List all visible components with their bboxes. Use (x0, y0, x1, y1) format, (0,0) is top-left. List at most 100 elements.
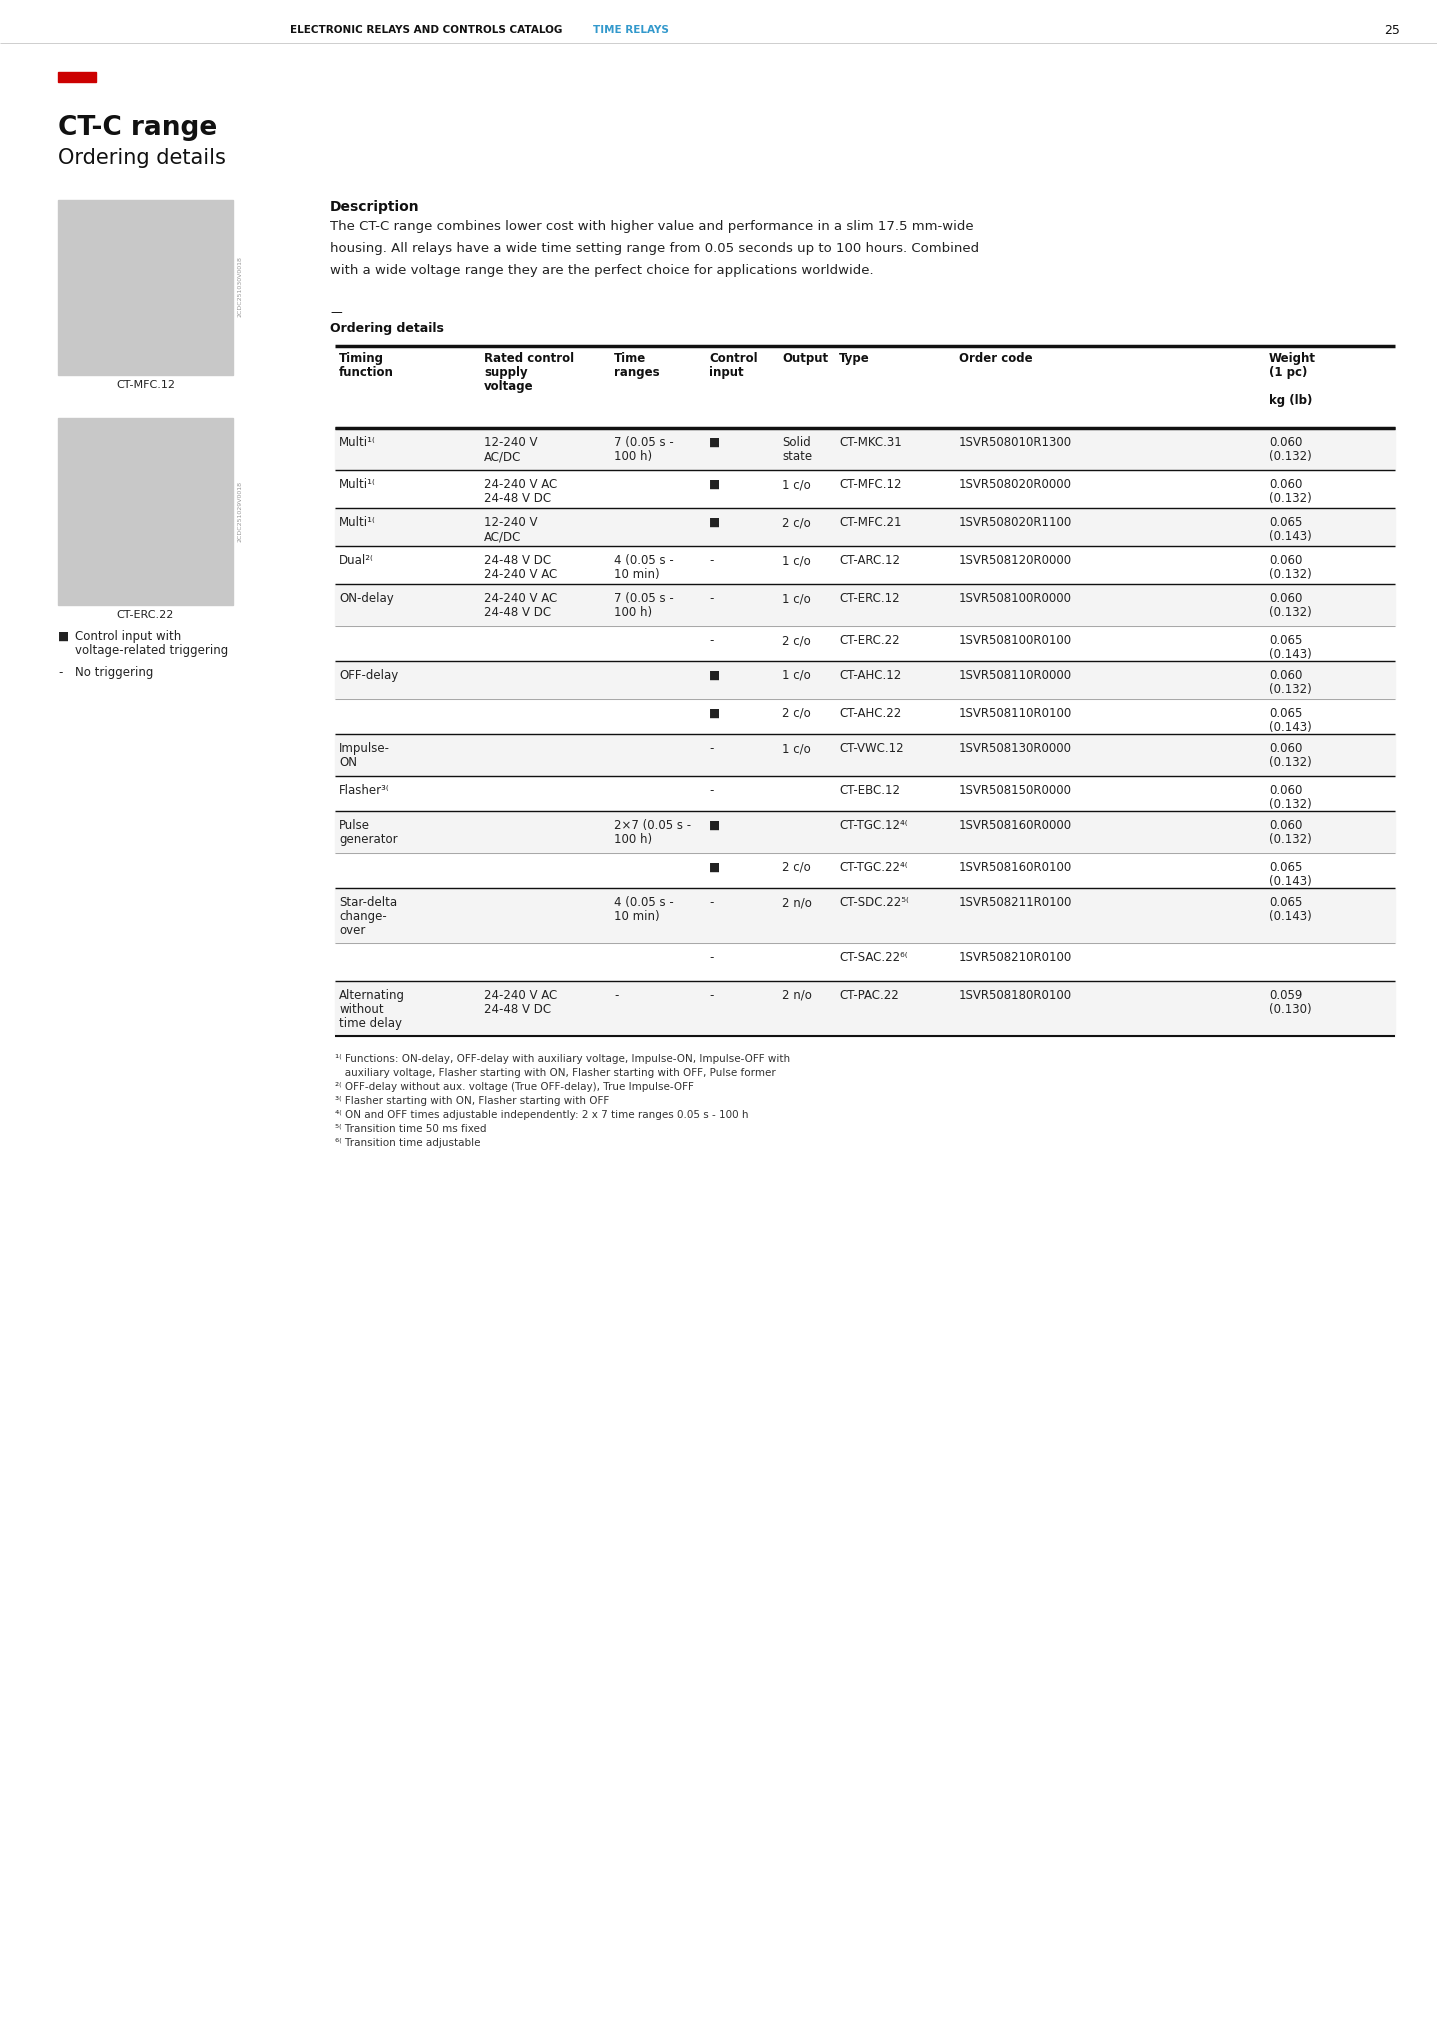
Text: voltage-related triggering: voltage-related triggering (75, 645, 228, 657)
Text: CT-MFC.12: CT-MFC.12 (116, 380, 175, 390)
Text: 0.065: 0.065 (1269, 861, 1302, 874)
Text: function: function (339, 365, 394, 380)
Text: change-: change- (339, 910, 387, 923)
Text: The CT-C range combines lower cost with higher value and performance in a slim 1: The CT-C range combines lower cost with … (331, 220, 974, 233)
Text: Star-delta: Star-delta (339, 896, 397, 908)
Text: AC/DC: AC/DC (484, 531, 522, 543)
Text: 0.065: 0.065 (1269, 516, 1302, 529)
Text: (0.143): (0.143) (1269, 720, 1312, 735)
Text: CT-ERC.12: CT-ERC.12 (839, 592, 900, 604)
Text: 0.060: 0.060 (1269, 437, 1302, 449)
Bar (335, 810, 1395, 853)
Text: 0.060: 0.060 (1269, 592, 1302, 604)
Text: 0.059: 0.059 (1269, 990, 1302, 1002)
Text: 2 c/o: 2 c/o (782, 706, 810, 720)
Text: 1SVR508210R0100: 1SVR508210R0100 (958, 951, 1072, 963)
Text: 1 c/o: 1 c/o (782, 743, 810, 755)
Text: ON-delay: ON-delay (339, 592, 394, 604)
Text: (0.132): (0.132) (1269, 833, 1312, 847)
Text: Time: Time (614, 351, 647, 365)
Text: Flasher³⁽: Flasher³⁽ (339, 784, 389, 796)
Text: ■: ■ (708, 437, 720, 449)
Text: No triggering: No triggering (75, 665, 154, 680)
Text: 1SVR508160R0000: 1SVR508160R0000 (958, 818, 1072, 833)
Text: 0.060: 0.060 (1269, 478, 1302, 492)
Text: 24-240 V AC: 24-240 V AC (484, 567, 558, 582)
Text: CT-PAC.22: CT-PAC.22 (839, 990, 898, 1002)
Text: (0.143): (0.143) (1269, 910, 1312, 923)
Text: ■: ■ (708, 818, 720, 833)
Text: -: - (708, 784, 713, 796)
Text: ²⁽ OFF-delay without aux. voltage (True OFF-delay), True Impulse-OFF: ²⁽ OFF-delay without aux. voltage (True … (335, 1082, 694, 1092)
Text: Alternating: Alternating (339, 990, 405, 1002)
Text: 1SVR508180R0100: 1SVR508180R0100 (958, 990, 1072, 1002)
Text: 2CDC251029V0018: 2CDC251029V0018 (237, 480, 241, 541)
Text: -: - (708, 990, 713, 1002)
Text: 0.060: 0.060 (1269, 553, 1302, 567)
Text: (0.132): (0.132) (1269, 798, 1312, 810)
Text: 1SVR508020R1100: 1SVR508020R1100 (958, 516, 1072, 529)
Text: Dual²⁽: Dual²⁽ (339, 553, 374, 567)
Text: 100 h): 100 h) (614, 833, 652, 847)
Text: 100 h): 100 h) (614, 606, 652, 618)
Text: Weight: Weight (1269, 351, 1316, 365)
Text: ■: ■ (708, 706, 720, 720)
Text: 2 n/o: 2 n/o (782, 990, 812, 1002)
Text: (0.132): (0.132) (1269, 606, 1312, 618)
Text: 1SVR508020R0000: 1SVR508020R0000 (958, 478, 1072, 492)
Text: 2 c/o: 2 c/o (782, 516, 810, 529)
Text: 2 c/o: 2 c/o (782, 635, 810, 647)
Text: Rated control: Rated control (484, 351, 575, 365)
Text: housing. All relays have a wide time setting range from 0.05 seconds up to 100 h: housing. All relays have a wide time set… (331, 243, 979, 255)
Text: CT-AHC.12: CT-AHC.12 (839, 669, 901, 682)
Text: 2 n/o: 2 n/o (782, 896, 812, 908)
Text: Ordering details: Ordering details (331, 322, 444, 335)
Text: CT-TGC.22⁴⁽: CT-TGC.22⁴⁽ (839, 861, 908, 874)
Text: input: input (708, 365, 743, 380)
Text: over: over (339, 925, 365, 937)
Text: 1SVR508130R0000: 1SVR508130R0000 (958, 743, 1072, 755)
Text: 25: 25 (1384, 24, 1400, 37)
Text: 1SVR508150R0000: 1SVR508150R0000 (958, 784, 1072, 796)
Text: 1SVR508211R0100: 1SVR508211R0100 (958, 896, 1072, 908)
Text: 0.065: 0.065 (1269, 706, 1302, 720)
Text: ■: ■ (708, 669, 720, 682)
Text: -: - (614, 990, 618, 1002)
Text: Multi¹⁽: Multi¹⁽ (339, 437, 376, 449)
Text: CT-AHC.22: CT-AHC.22 (839, 706, 901, 720)
Text: 1SVR508120R0000: 1SVR508120R0000 (958, 553, 1072, 567)
Text: 1SVR508010R1300: 1SVR508010R1300 (958, 437, 1072, 449)
Text: CT-EBC.12: CT-EBC.12 (839, 784, 900, 796)
Text: CT-ARC.12: CT-ARC.12 (839, 553, 900, 567)
Text: (0.143): (0.143) (1269, 531, 1312, 543)
Bar (335, 661, 1395, 698)
Text: (0.130): (0.130) (1269, 1002, 1312, 1016)
Text: -: - (708, 896, 713, 908)
Text: ELECTRONIC RELAYS AND CONTROLS CATALOG: ELECTRONIC RELAYS AND CONTROLS CATALOG (290, 24, 562, 35)
Text: (0.143): (0.143) (1269, 876, 1312, 888)
Text: 24-48 V DC: 24-48 V DC (484, 606, 552, 618)
Text: 24-48 V DC: 24-48 V DC (484, 1002, 552, 1016)
Text: kg (lb): kg (lb) (1269, 394, 1312, 406)
Text: 12-240 V: 12-240 V (484, 516, 537, 529)
Bar (57, 200, 233, 376)
Text: -: - (708, 743, 713, 755)
Text: 7 (0.05 s -: 7 (0.05 s - (614, 437, 674, 449)
Text: -: - (708, 951, 713, 963)
Text: with a wide voltage range they are the perfect choice for applications worldwide: with a wide voltage range they are the p… (331, 263, 874, 278)
Text: supply: supply (484, 365, 527, 380)
Bar (57, 71, 96, 82)
Text: Multi¹⁽: Multi¹⁽ (339, 516, 376, 529)
Text: ■: ■ (708, 861, 720, 874)
Text: generator: generator (339, 833, 398, 847)
Text: 0.060: 0.060 (1269, 818, 1302, 833)
Bar (57, 418, 233, 604)
Text: Solid: Solid (782, 437, 810, 449)
Text: CT-MFC.12: CT-MFC.12 (839, 478, 901, 492)
Text: 7 (0.05 s -: 7 (0.05 s - (614, 592, 674, 604)
Text: (0.132): (0.132) (1269, 492, 1312, 504)
Text: ranges: ranges (614, 365, 660, 380)
Text: 24-48 V DC: 24-48 V DC (484, 492, 552, 504)
Text: CT-SAC.22⁶⁽: CT-SAC.22⁶⁽ (839, 951, 908, 963)
Text: time delay: time delay (339, 1016, 402, 1031)
